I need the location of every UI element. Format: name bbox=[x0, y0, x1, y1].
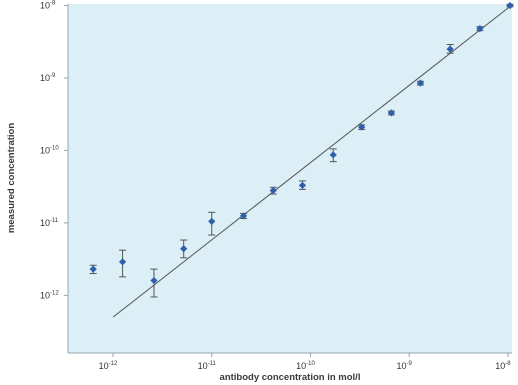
data-marker bbox=[118, 258, 127, 266]
data-point bbox=[180, 239, 188, 259]
x-tick-label: 10-11 bbox=[198, 361, 217, 371]
x-tick-label: 10-9 bbox=[397, 361, 413, 371]
x-tick-label: 10-8 bbox=[495, 361, 511, 371]
y-tick-label: 10-10 bbox=[40, 145, 59, 155]
data-marker bbox=[506, 1, 514, 10]
data-point bbox=[298, 180, 307, 190]
data-point bbox=[118, 249, 127, 278]
x-tick-label: 10-12 bbox=[99, 361, 118, 371]
data-point bbox=[329, 148, 337, 163]
y-axis-label: measured concentration bbox=[6, 123, 17, 234]
data-marker bbox=[89, 265, 97, 273]
data-marker bbox=[476, 25, 484, 33]
data-marker bbox=[269, 186, 277, 195]
data-marker bbox=[387, 109, 395, 117]
y-tick-label: 10-8 bbox=[40, 1, 56, 11]
fit-line bbox=[112, 5, 512, 318]
data-marker bbox=[358, 123, 366, 131]
data-marker bbox=[150, 276, 158, 285]
data-marker bbox=[208, 217, 216, 225]
data-point bbox=[239, 212, 248, 220]
data-marker bbox=[180, 245, 188, 253]
data-point bbox=[358, 123, 366, 131]
data-point bbox=[269, 186, 277, 195]
data-marker bbox=[239, 212, 248, 220]
data-point bbox=[506, 1, 514, 10]
data-point bbox=[446, 43, 454, 54]
data-point bbox=[476, 25, 484, 33]
data-point bbox=[89, 264, 97, 275]
data-point bbox=[387, 109, 395, 117]
x-tick-label: 10-10 bbox=[296, 361, 315, 371]
x-axis-label: antibody concentration in mol/l bbox=[220, 372, 361, 383]
data-point bbox=[150, 268, 158, 298]
y-tick-label: 10-11 bbox=[40, 218, 59, 228]
data-point bbox=[416, 79, 425, 87]
data-point bbox=[208, 211, 216, 236]
data-marker bbox=[298, 181, 307, 189]
y-tick-label: 10-9 bbox=[40, 73, 56, 83]
data-marker bbox=[446, 45, 454, 53]
y-tick-label: 10-12 bbox=[40, 290, 59, 300]
data-marker bbox=[416, 79, 425, 87]
data-marker bbox=[329, 151, 337, 159]
